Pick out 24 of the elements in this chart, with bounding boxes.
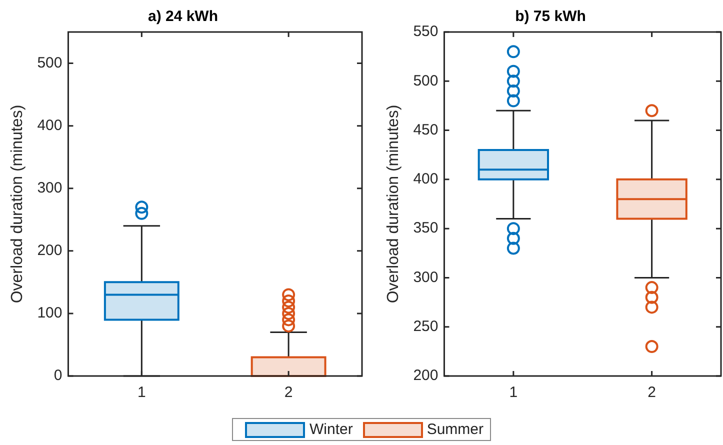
x-tick-label: 2 bbox=[284, 384, 293, 402]
legend-label: Winter bbox=[309, 421, 353, 438]
x-tick-label: 2 bbox=[648, 384, 656, 402]
x-tick-label: 1 bbox=[138, 384, 146, 402]
y-axis-title: Overload duration (minutes) bbox=[9, 104, 26, 304]
y-tick-label: 350 bbox=[413, 220, 438, 237]
y-tick-label: 250 bbox=[413, 318, 438, 335]
y-axis-title: Overload duration (minutes) bbox=[385, 104, 402, 304]
y-tick-label: 450 bbox=[413, 121, 438, 138]
y-tick-label: 500 bbox=[413, 72, 438, 90]
y-tick-label: 200 bbox=[37, 242, 62, 260]
y-tick-label: 500 bbox=[37, 54, 62, 72]
y-tick-label: 400 bbox=[37, 116, 62, 134]
y-tick-label: 200 bbox=[413, 367, 438, 384]
chart-title: a) 24 kWh bbox=[148, 8, 218, 26]
chart-title: b) 75 kWh bbox=[515, 8, 586, 26]
y-tick-label: 300 bbox=[413, 268, 438, 286]
y-tick-label: 100 bbox=[37, 304, 62, 322]
y-tick-label: 400 bbox=[413, 170, 438, 188]
y-tick-label: 300 bbox=[37, 180, 62, 197]
y-tick-label: 550 bbox=[413, 23, 438, 40]
y-tick-label: 0 bbox=[54, 367, 62, 384]
legend-label: Summer bbox=[426, 421, 484, 438]
x-tick-label: 1 bbox=[509, 384, 518, 402]
